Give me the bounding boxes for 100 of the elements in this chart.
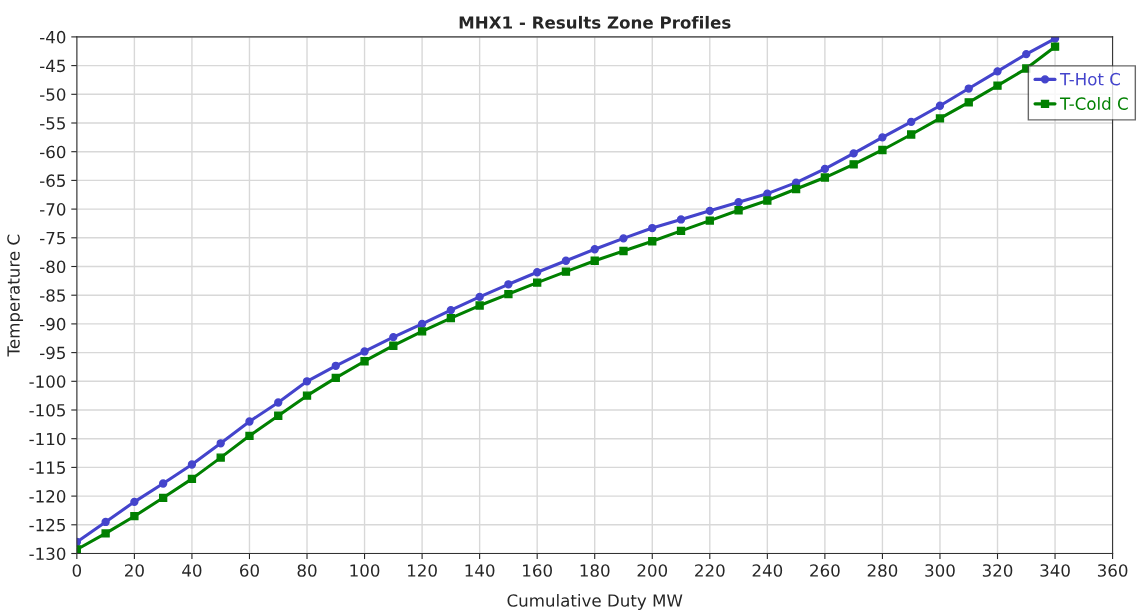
- x-tick-label: 200: [637, 564, 668, 577]
- point: [619, 234, 628, 243]
- point: [1022, 49, 1031, 59]
- point: [216, 453, 225, 462]
- legend-label: T-Cold C: [1059, 97, 1128, 110]
- point: [619, 246, 628, 256]
- point: [504, 280, 513, 289]
- x-tick-label: 260: [810, 564, 840, 577]
- x-tick-label: 80: [297, 564, 317, 577]
- point: [676, 215, 686, 224]
- point: [849, 160, 858, 169]
- y-tick-label: -115: [29, 461, 65, 474]
- point: [993, 81, 1002, 90]
- x-tick-label: 40: [182, 564, 202, 577]
- point: [245, 417, 254, 426]
- y-tick-label: -125: [29, 518, 65, 532]
- y-tick-label: -45: [40, 59, 65, 73]
- point: [187, 460, 197, 469]
- point: [820, 164, 830, 174]
- point: [705, 216, 714, 225]
- point: [763, 196, 772, 205]
- point: [820, 173, 830, 182]
- point: [1050, 42, 1060, 51]
- x-tick-label: 360: [1097, 564, 1128, 577]
- point: [475, 301, 484, 310]
- point: [676, 226, 686, 236]
- y-tick-label: -75: [40, 231, 65, 245]
- point: [907, 130, 916, 139]
- y-tick-label: -100: [29, 375, 66, 388]
- point: [590, 245, 599, 254]
- point: [216, 439, 225, 448]
- point: [187, 474, 197, 484]
- point: [302, 377, 312, 386]
- point: [935, 101, 945, 110]
- point: [533, 268, 542, 277]
- x-tick-label: 340: [1040, 564, 1070, 577]
- point: [130, 512, 139, 521]
- x-tick-label: 240: [752, 564, 783, 577]
- point: [389, 341, 398, 350]
- point: [964, 84, 973, 93]
- x-tick-label: 180: [580, 564, 610, 577]
- point: [360, 357, 369, 366]
- x-tick-label: 320: [982, 564, 1013, 577]
- point: [101, 529, 110, 538]
- point: [791, 184, 801, 194]
- point: [878, 145, 887, 155]
- x-tick-label: 300: [925, 564, 955, 577]
- point: [158, 479, 168, 488]
- point: [849, 149, 858, 158]
- point: [504, 289, 513, 299]
- point: [446, 305, 456, 315]
- y-tick-label: -90: [40, 317, 66, 331]
- point: [561, 256, 571, 265]
- y-tick-label: -70: [40, 203, 66, 216]
- point: [533, 278, 542, 287]
- x-tick-label: 160: [523, 564, 552, 577]
- point: [274, 411, 283, 420]
- point: [158, 493, 168, 502]
- point: [360, 347, 369, 356]
- point: [331, 361, 340, 370]
- point: [446, 313, 456, 323]
- point: [590, 256, 599, 265]
- point: [389, 332, 398, 342]
- y-tick-label: -80: [40, 260, 66, 274]
- x-tick-label: 140: [465, 564, 495, 577]
- y-tick-label: -60: [40, 145, 66, 159]
- y-tick-label: -110: [29, 432, 66, 446]
- point: [964, 98, 973, 107]
- y-tick-label: -105: [29, 403, 65, 417]
- x-tick-label: 280: [867, 564, 898, 577]
- point: [561, 267, 571, 276]
- point: [878, 133, 887, 142]
- y-tick-label: -40: [40, 30, 66, 44]
- point: [705, 206, 714, 215]
- point: [417, 327, 427, 336]
- point: [101, 517, 110, 527]
- point: [302, 391, 312, 400]
- point: [648, 223, 657, 233]
- point: [935, 114, 945, 123]
- point: [130, 497, 139, 507]
- y-tick-label: -120: [29, 490, 66, 503]
- y-tick-label: -85: [40, 289, 65, 302]
- point: [907, 117, 916, 127]
- point: [475, 292, 484, 302]
- y-tick-label: -65: [40, 174, 65, 187]
- x-tick-label: 20: [125, 564, 144, 577]
- point: [417, 319, 427, 329]
- chart-title: MHX1 - Results Zone Profiles: [459, 15, 731, 29]
- point: [734, 206, 743, 215]
- y-axis-title: Temperature C: [7, 234, 24, 357]
- legend-label: T-Hot C: [1059, 72, 1120, 86]
- point: [331, 373, 340, 383]
- y-tick-label: -50: [40, 88, 66, 101]
- y-tick-label: -95: [40, 346, 65, 360]
- point: [245, 431, 254, 440]
- y-tick-label: -130: [29, 547, 66, 561]
- y-tick-label: -55: [40, 117, 65, 130]
- x-tick-label: 100: [350, 564, 380, 577]
- point: [648, 237, 657, 246]
- x-tick-label: 60: [240, 564, 259, 577]
